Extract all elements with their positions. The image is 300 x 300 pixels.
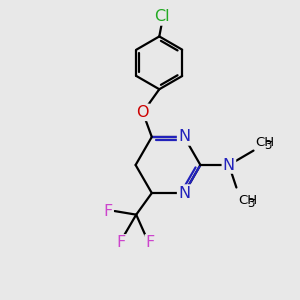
Text: F: F <box>146 236 155 250</box>
Text: 3: 3 <box>248 197 255 210</box>
Text: N: N <box>223 158 235 172</box>
Text: N: N <box>178 186 190 201</box>
Text: Cl: Cl <box>154 9 170 24</box>
Text: F: F <box>103 204 112 219</box>
Text: CH: CH <box>255 136 274 149</box>
Text: N: N <box>178 129 190 144</box>
Text: 3: 3 <box>265 139 272 152</box>
Text: F: F <box>117 236 126 250</box>
Text: O: O <box>136 105 149 120</box>
Text: CH: CH <box>238 194 257 207</box>
